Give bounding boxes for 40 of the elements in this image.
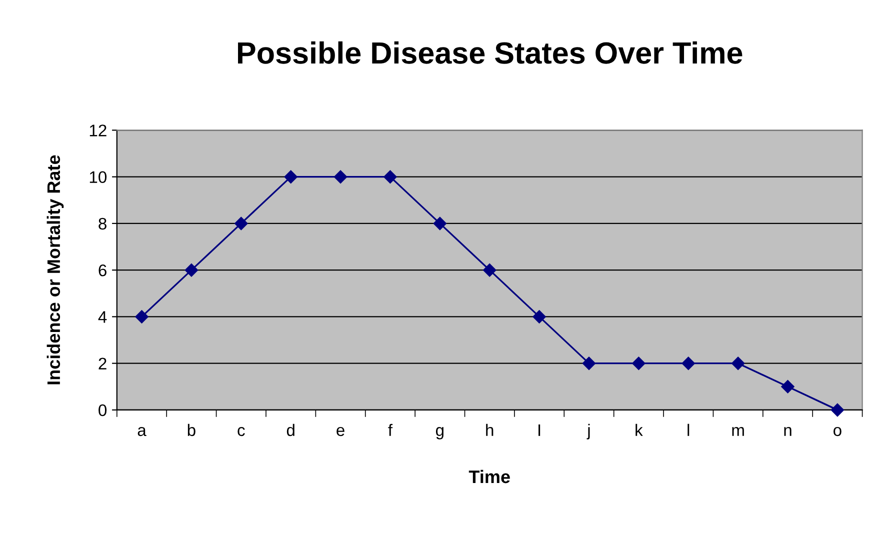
x-tick-label: l	[688, 424, 690, 436]
x-tick-label: d	[286, 424, 294, 436]
y-axis-title: Incidence or Mortality Rate	[46, 155, 64, 384]
point	[682, 356, 695, 370]
x-tick-label: c	[238, 426, 245, 436]
point	[781, 380, 794, 394]
x-tick-label: n	[784, 426, 792, 436]
x-tick-label: a	[138, 426, 146, 436]
y-tick-label: 8	[98, 218, 106, 230]
point	[830, 403, 844, 417]
y-tick-label: 12	[90, 124, 106, 136]
point	[532, 310, 546, 324]
x-tick-label: j	[586, 424, 590, 440]
point	[334, 170, 348, 184]
point	[582, 356, 596, 370]
point	[433, 216, 446, 230]
x-tick-label: b	[188, 424, 196, 436]
y-tick-label: 0	[98, 404, 107, 416]
chart-title: Possible Disease States Over Time	[238, 41, 742, 64]
x-tick-label: g	[436, 426, 444, 440]
x-tick-label: h	[486, 424, 494, 436]
point	[731, 356, 745, 370]
point	[184, 263, 198, 277]
x-axis-title: Time	[468, 470, 510, 484]
x-tick-label: e	[336, 426, 344, 436]
point	[632, 356, 646, 370]
y-tick-label: 2	[98, 358, 106, 370]
point	[384, 170, 397, 184]
point	[234, 216, 248, 230]
x-tick-label: m	[732, 426, 744, 436]
x-tick-label: k	[636, 424, 643, 436]
y-tick-label: 10	[90, 171, 107, 184]
point	[135, 310, 148, 324]
x-tick-label: o	[834, 426, 842, 436]
x-tick-label: I	[538, 424, 540, 436]
x-tick-label: f	[388, 424, 393, 436]
point	[483, 263, 496, 277]
point	[284, 170, 298, 184]
y-tick-label: 4	[98, 311, 107, 323]
y-tick-label: 6	[98, 264, 106, 276]
